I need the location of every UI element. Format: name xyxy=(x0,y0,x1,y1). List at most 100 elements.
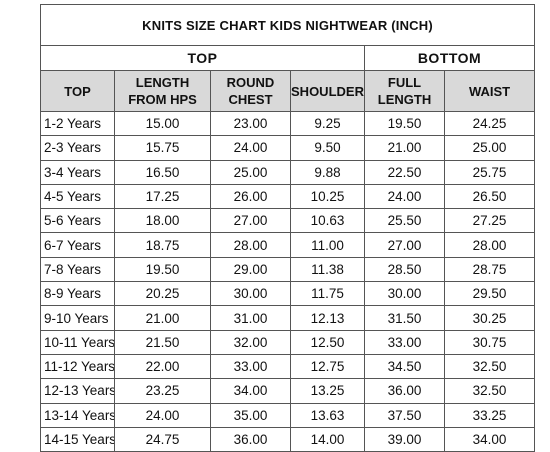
full-length-cell: 31.50 xyxy=(364,305,445,331)
length-from-hps-cell: 24.00 xyxy=(114,402,211,428)
shoulder-cell: 12.13 xyxy=(290,305,365,331)
full-length-cell: 19.50 xyxy=(364,110,445,137)
size-cell: 6-7 Years xyxy=(40,232,115,258)
full-length-cell: 34.50 xyxy=(364,353,445,380)
full-length-cell: 33.00 xyxy=(364,329,445,355)
column-header-full-length-line1: FULL xyxy=(387,75,422,90)
length-from-hps-cell: 18.00 xyxy=(114,208,211,234)
round-chest-cell: 26.00 xyxy=(210,183,291,210)
group-header-bottom: BOTTOM xyxy=(363,45,536,71)
round-chest-cell: 29.00 xyxy=(210,256,291,283)
table-row: 13-14 Years 24.00 35.00 13.63 37.50 33.25 xyxy=(40,402,536,428)
full-length-cell: 21.00 xyxy=(364,135,445,161)
table-row: 6-7 Years 18.75 28.00 11.00 27.00 28.00 xyxy=(40,232,536,258)
shoulder-cell: 10.63 xyxy=(290,208,365,234)
size-chart-body: 1-2 Years 15.00 23.00 9.25 19.50 24.25 2-3 Yea… xyxy=(40,110,536,452)
round-chest-cell: 27.00 xyxy=(210,208,291,234)
column-header-waist: WAIST xyxy=(443,70,536,112)
waist-cell: 30.25 xyxy=(443,305,536,331)
size-cell: 8-9 Years xyxy=(40,281,115,307)
size-cell: 12-13 Years xyxy=(40,378,115,404)
length-from-hps-cell: 21.00 xyxy=(114,305,211,331)
full-length-cell: 24.00 xyxy=(364,183,445,210)
size-cell: 3-4 Years xyxy=(40,159,115,185)
table-row: 1-2 Years 15.00 23.00 9.25 19.50 24.25 xyxy=(40,110,536,137)
column-header-length-line1: LENGTH xyxy=(135,75,190,90)
length-from-hps-cell: 23.25 xyxy=(114,378,211,404)
waist-cell: 25.75 xyxy=(443,159,536,185)
full-length-cell: 22.50 xyxy=(364,159,445,185)
column-header-size: TOP xyxy=(40,70,115,112)
shoulder-cell: 9.25 xyxy=(290,110,365,137)
round-chest-cell: 34.00 xyxy=(210,378,291,404)
round-chest-cell: 35.00 xyxy=(210,402,291,428)
waist-cell: 32.50 xyxy=(443,353,536,380)
size-cell: 7-8 Years xyxy=(40,256,115,283)
length-from-hps-cell: 24.75 xyxy=(114,426,211,452)
column-header-round-chest: ROUND CHEST xyxy=(210,70,291,112)
column-header-shoulder: SHOULDER xyxy=(290,70,365,112)
column-header-waist-label: WAIST xyxy=(468,83,511,99)
length-from-hps-cell: 19.50 xyxy=(114,256,211,283)
shoulder-cell: 10.25 xyxy=(290,183,365,210)
full-length-cell: 30.00 xyxy=(364,281,445,307)
size-cell: 10-11 Years xyxy=(40,329,115,355)
full-length-cell: 39.00 xyxy=(364,426,445,452)
waist-cell: 24.25 xyxy=(443,110,536,137)
waist-cell: 30.75 xyxy=(443,329,536,355)
size-cell: 2-3 Years xyxy=(40,135,115,161)
waist-cell: 34.00 xyxy=(443,426,536,452)
shoulder-cell: 13.25 xyxy=(290,378,365,404)
length-from-hps-cell: 18.75 xyxy=(114,232,211,258)
length-from-hps-cell: 21.50 xyxy=(114,329,211,355)
table-row: 5-6 Years 18.00 27.00 10.63 25.50 27.25 xyxy=(40,208,536,234)
waist-cell: 25.00 xyxy=(443,135,536,161)
length-from-hps-cell: 15.00 xyxy=(114,110,211,137)
table-row: 7-8 Years 19.50 29.00 11.38 28.50 28.75 xyxy=(40,256,536,283)
full-length-cell: 36.00 xyxy=(364,378,445,404)
round-chest-cell: 23.00 xyxy=(210,110,291,137)
length-from-hps-cell: 20.25 xyxy=(114,281,211,307)
shoulder-cell: 9.50 xyxy=(290,135,365,161)
full-length-cell: 27.00 xyxy=(364,232,445,258)
waist-cell: 28.00 xyxy=(443,232,536,258)
waist-cell: 26.50 xyxy=(443,183,536,210)
round-chest-cell: 25.00 xyxy=(210,159,291,185)
group-header-top: TOP xyxy=(40,45,365,71)
column-header-length-line2: FROM HPS xyxy=(128,92,197,107)
size-cell: 11-12 Years xyxy=(40,353,115,380)
shoulder-cell: 11.00 xyxy=(290,232,365,258)
table-row: 14-15 Years 24.75 36.00 14.00 39.00 34.00 xyxy=(40,426,536,452)
waist-cell: 28.75 xyxy=(443,256,536,283)
round-chest-cell: 33.00 xyxy=(210,353,291,380)
length-from-hps-cell: 17.25 xyxy=(114,183,211,210)
shoulder-cell: 14.00 xyxy=(290,426,365,452)
shoulder-cell: 13.63 xyxy=(290,402,365,428)
size-cell: 4-5 Years xyxy=(40,183,115,210)
waist-cell: 27.25 xyxy=(443,208,536,234)
shoulder-cell: 11.38 xyxy=(290,256,365,283)
length-from-hps-cell: 16.50 xyxy=(114,159,211,185)
shoulder-cell: 12.50 xyxy=(290,329,365,355)
shoulder-cell: 11.75 xyxy=(290,281,365,307)
waist-cell: 32.50 xyxy=(443,378,536,404)
round-chest-cell: 24.00 xyxy=(210,135,291,161)
table-row: 4-5 Years 17.25 26.00 10.25 24.00 26.50 xyxy=(40,183,536,210)
waist-cell: 29.50 xyxy=(443,281,536,307)
table-row: 8-9 Years 20.25 30.00 11.75 30.00 29.50 xyxy=(40,281,536,307)
round-chest-cell: 28.00 xyxy=(210,232,291,258)
size-cell: 1-2 Years xyxy=(40,110,115,137)
table-row: 9-10 Years 21.00 31.00 12.13 31.50 30.25 xyxy=(40,305,536,331)
full-length-cell: 37.50 xyxy=(364,402,445,428)
shoulder-cell: 12.75 xyxy=(290,353,365,380)
chart-title: KNITS SIZE CHART KIDS NIGHTWEAR (INCH) xyxy=(39,4,536,46)
size-cell: 5-6 Years xyxy=(40,208,115,234)
size-cell: 13-14 Years xyxy=(40,402,115,428)
column-header-full-length: FULL LENGTH xyxy=(364,70,445,112)
column-header-length-from-hps: LENGTH FROM HPS xyxy=(114,70,211,112)
table-row: 2-3 Years 15.75 24.00 9.50 21.00 25.00 xyxy=(40,135,536,161)
full-length-cell: 25.50 xyxy=(364,208,445,234)
table-row: 11-12 Years 22.00 33.00 12.75 34.50 32.50 xyxy=(40,353,536,380)
size-cell: 14-15 Years xyxy=(40,426,115,452)
size-chart-table: KNITS SIZE CHART KIDS NIGHTWEAR (INCH) T… xyxy=(39,4,536,452)
